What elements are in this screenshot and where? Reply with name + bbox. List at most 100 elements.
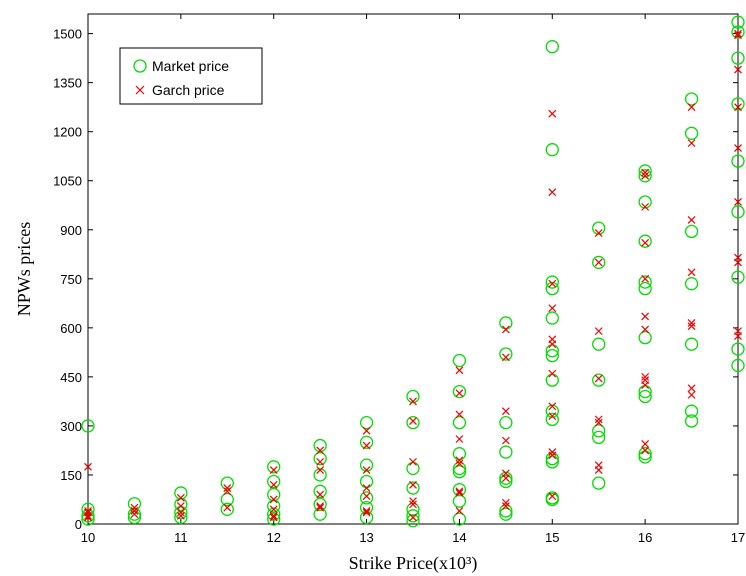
garch-price-point [641, 274, 650, 283]
garch-price-point [362, 466, 371, 474]
market-price-point [359, 458, 374, 472]
garch-price-point [316, 503, 325, 512]
garch-price-point [501, 474, 510, 483]
garch-price-point [548, 492, 557, 501]
garch-price-point [455, 366, 464, 375]
market-price-point [638, 234, 652, 248]
garch-price-point [687, 319, 696, 327]
garch-price-point [641, 238, 650, 247]
garch-price-point [734, 65, 742, 74]
garch-price-point [594, 229, 603, 237]
garch-price-point [130, 506, 139, 515]
market-price-point [359, 416, 374, 430]
legend-garch-marker [135, 85, 145, 95]
garch-price-point [130, 510, 139, 519]
market-price-point [267, 474, 281, 489]
x-axis-title: Strike Price(x10³) [349, 553, 478, 574]
market-price-point [127, 497, 142, 511]
market-price-point [545, 404, 559, 418]
garch-price-point [501, 436, 510, 445]
garch-price-point [687, 216, 696, 224]
market-price-point [220, 492, 234, 507]
garch-price-point [641, 381, 650, 389]
garch-price-point [641, 202, 650, 211]
garch-price-point [594, 415, 603, 424]
legend: Market price Garch price [119, 47, 263, 105]
market-price-point [545, 492, 559, 507]
y-tick-label: 300 [60, 419, 82, 434]
garch-price-point [501, 498, 510, 507]
market-price-point [731, 342, 745, 356]
garch-price-point [734, 103, 742, 112]
garch-price-point [687, 384, 696, 393]
garch-price-point [734, 31, 742, 40]
garch-price-point [130, 503, 139, 512]
garch-price-point [734, 198, 742, 206]
market-price-point [267, 507, 281, 521]
garch-price-point [362, 506, 371, 515]
market-price-point [545, 275, 559, 289]
market-price-point [638, 447, 652, 461]
market-price-point [638, 195, 652, 209]
garch-price-point [176, 502, 185, 510]
market-price-point [731, 205, 745, 219]
market-price-point [684, 224, 699, 239]
market-price-point [359, 435, 374, 449]
garch-price-point [269, 480, 278, 489]
market-price-point [499, 507, 513, 521]
garch-price-point [455, 410, 464, 419]
market-price-point [592, 337, 606, 351]
garch-price-point [176, 511, 185, 520]
market-price-point [174, 510, 188, 525]
garch-price-point [548, 279, 557, 288]
market-price-point [592, 373, 606, 387]
garch-price-point [501, 502, 510, 510]
market-price-point [545, 143, 559, 157]
garch-price-point [641, 446, 650, 455]
market-price-point [638, 275, 652, 289]
market-price-point [638, 164, 652, 178]
market-price-point [499, 416, 513, 430]
garch-price-point [409, 480, 417, 489]
garch-price-point [269, 505, 278, 514]
garch-price-point [362, 508, 371, 517]
market-price-point [684, 414, 699, 428]
market-price-point [406, 514, 420, 528]
market-price-point [267, 460, 281, 474]
garch-price-point [501, 353, 510, 362]
market-price-point [359, 491, 374, 505]
market-price-point [592, 221, 606, 235]
garch-price-point [734, 144, 742, 152]
x-tick-label: 13 [359, 530, 373, 545]
garch-price-point [362, 484, 371, 492]
garch-price-point [176, 508, 185, 517]
garch-price-point [362, 426, 371, 435]
garch-price-point [641, 372, 650, 381]
garch-price-point [455, 389, 464, 398]
garch-price-point [641, 171, 650, 180]
market-price-point [638, 281, 652, 296]
garch-price-point [548, 188, 557, 197]
garch-price-point [362, 441, 371, 450]
garch-price-point [223, 484, 232, 492]
x-tick-label: 11 [174, 530, 188, 545]
garch-price-point [594, 374, 603, 383]
market-price-point [545, 40, 559, 54]
garch-price-point [687, 139, 696, 148]
x-tick-label: 17 [731, 530, 745, 545]
garch-price-point [641, 168, 650, 177]
market-price-point [499, 347, 513, 361]
y-tick-label: 900 [60, 223, 82, 238]
y-tick-label: 0 [75, 517, 82, 532]
market-price-point [499, 471, 513, 485]
garch-price-point [269, 495, 278, 504]
garch-price-point [641, 325, 650, 334]
garch-price-point [548, 448, 557, 457]
y-tick-label: 750 [60, 272, 82, 287]
market-price-point [545, 412, 559, 427]
market-price-point [499, 474, 513, 489]
legend-market-label: Market price [152, 58, 229, 74]
y-tick-label: 1050 [53, 174, 82, 189]
garch-price-point [594, 466, 603, 474]
legend-garch-label: Garch price [152, 82, 225, 98]
